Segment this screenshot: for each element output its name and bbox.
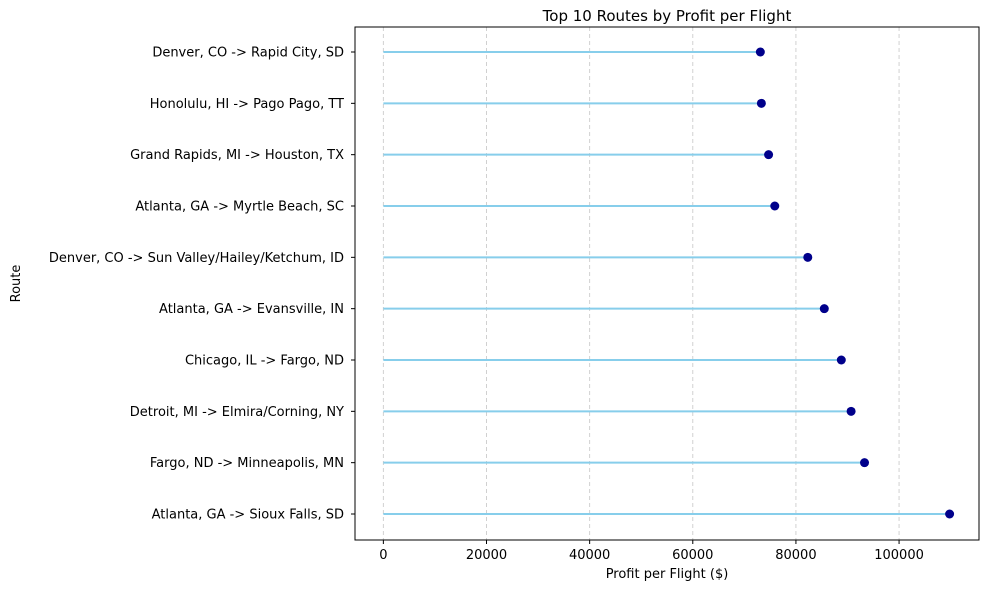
x-tick-label: 100000 <box>874 548 924 563</box>
y-tick-label: Atlanta, GA -> Sioux Falls, SD <box>152 508 344 523</box>
chart-title: Top 10 Routes by Profit per Flight <box>542 7 792 25</box>
x-tick-label: 40000 <box>569 548 610 563</box>
stems <box>383 51 950 515</box>
lollipop-marker <box>770 201 780 211</box>
y-axis-label: Route <box>9 265 24 303</box>
y-axis-ticks: Denver, CO -> Rapid City, SD Honolulu, HI… <box>49 46 355 523</box>
lollipop-marker <box>764 150 774 160</box>
x-tick-label: 20000 <box>466 548 507 563</box>
y-tick-label: Grand Rapids, MI -> Houston, TX <box>130 148 344 163</box>
y-tick-label: Fargo, ND -> Minneapolis, MN <box>150 456 344 471</box>
x-axis-ticks: 0 20000 40000 60000 80000 100000 <box>379 540 924 563</box>
lollipop-marker <box>945 509 955 519</box>
lollipop-marker <box>860 458 870 468</box>
lollipop-marker <box>846 406 856 416</box>
x-tick-label: 0 <box>379 548 387 563</box>
x-tick-label: 60000 <box>672 548 713 563</box>
y-tick-label: Atlanta, GA -> Evansville, IN <box>159 302 344 317</box>
y-tick-label: Chicago, IL -> Fargo, ND <box>185 354 344 369</box>
lollipop-marker <box>836 355 846 365</box>
lollipop-marker <box>756 98 766 108</box>
lollipop-marker <box>803 252 813 262</box>
y-tick-label: Detroit, MI -> Elmira/Corning, NY <box>130 405 344 420</box>
markers <box>755 47 955 519</box>
lollipop-marker <box>755 47 765 57</box>
lollipop-marker <box>819 304 829 314</box>
y-tick-label: Honolulu, HI -> Pago Pago, TT <box>150 97 344 112</box>
x-axis-label: Profit per Flight ($) <box>606 567 729 582</box>
y-tick-label: Denver, CO -> Sun Valley/Hailey/Ketchum,… <box>49 251 344 266</box>
plot-frame <box>354 26 980 541</box>
x-tick-label: 80000 <box>775 548 816 563</box>
y-tick-label: Atlanta, GA -> Myrtle Beach, SC <box>135 200 344 215</box>
y-tick-label: Denver, CO -> Rapid City, SD <box>152 46 344 61</box>
grid-lines <box>382 27 900 540</box>
